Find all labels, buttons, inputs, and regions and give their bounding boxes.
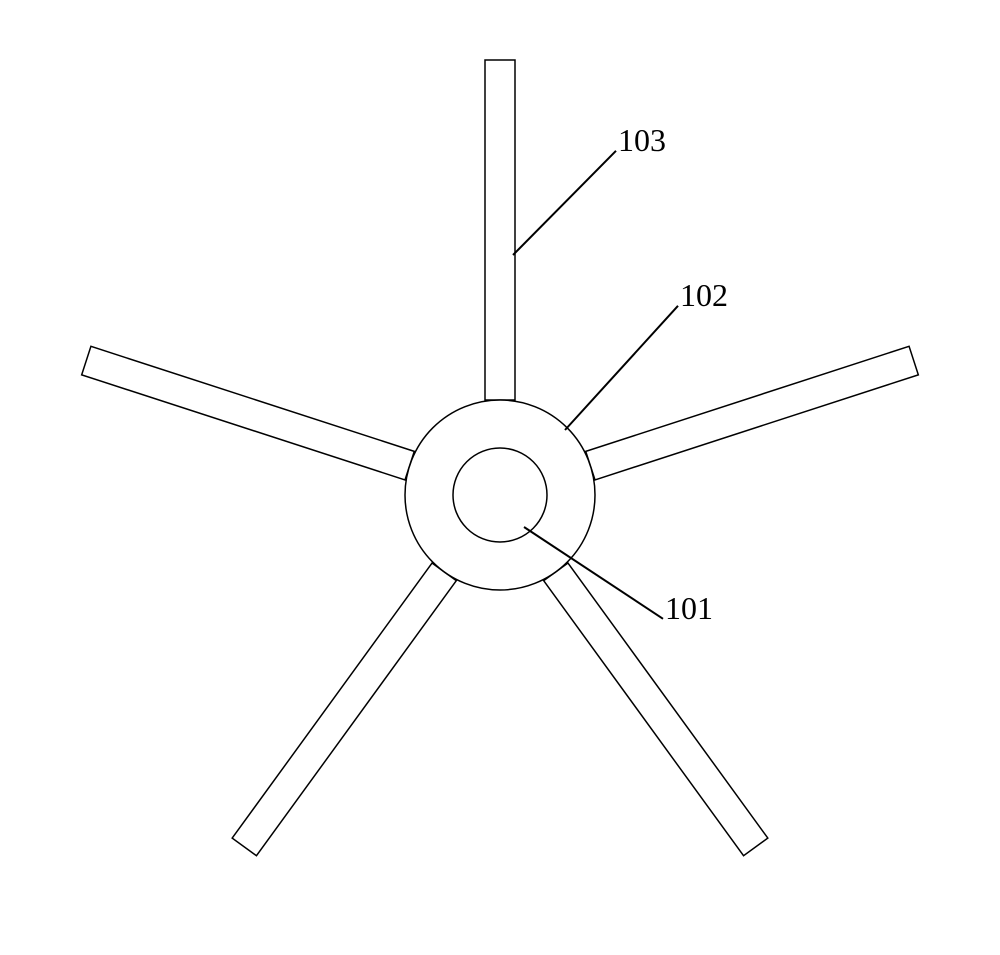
label-103: 103 — [618, 122, 666, 159]
label-102: 102 — [680, 277, 728, 314]
diagram-container — [0, 0, 1000, 950]
label-101: 101 — [665, 590, 713, 627]
rotor-diagram-svg — [0, 0, 1000, 950]
